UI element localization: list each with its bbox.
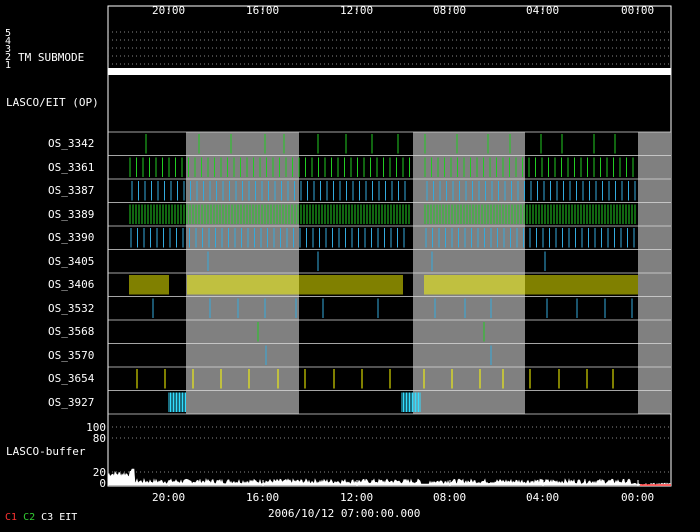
bottom-tick-label: 16:00 [246,491,280,504]
top-tick-label: 00:00 [621,4,655,17]
top-tick-label: 08:00 [433,4,467,17]
bottom-tick-label: 00:00 [621,491,655,504]
os-row-label: OS_3568 [48,325,95,338]
legend-item: C1 [5,512,24,523]
os-row-label: OS_3387 [48,184,95,197]
bottom-tick-label: 04:00 [526,491,560,504]
lasco-eit-label: LASCO/EIT (OP) [6,96,99,109]
os-row-label: OS_3405 [48,254,95,268]
bottom-tick-label: 20:00 [152,491,186,504]
level-label: 1 [5,60,12,71]
level-label: 4 [5,36,12,47]
level-label: 5 [5,28,12,39]
os-row-label: OS_3342 [48,137,95,150]
legend-item: C2 [23,512,42,523]
buffer-trace [107,468,672,486]
legend: C1 C2 C3 EIT [5,512,77,524]
submode-bar [108,68,671,75]
buffer-tick-label: 100 [86,421,106,434]
bottom-tick-label: 08:00 [433,491,467,504]
os-row-label: OS_3390 [48,231,95,244]
date-label: 2006/10/12 07:00:00.000 [268,507,421,520]
os-row-label: OS_3654 [48,372,95,385]
bottom-tick-label: 12:00 [340,491,374,504]
buffer-tick-label: 80 [92,432,106,445]
os-row-label: OS_3927 [48,395,95,409]
lasco-buffer-label: LASCO-buffer [6,445,86,458]
top-tick-label: 20:00 [152,4,186,17]
tm-submode-label: TM SUBMODE [18,51,85,64]
level-label: 3 [5,44,12,55]
buffer-tick-label: 20 [92,466,106,479]
os-row-label: OS_3406 [48,278,95,291]
os-row-label: OS_3389 [48,207,95,221]
os-row-label: OS_3570 [48,348,95,362]
buffer-tick-label: 0 [99,477,106,490]
level-label: 2 [5,52,12,63]
top-tick-label: 16:00 [246,4,280,17]
legend-item: C3 [41,512,60,523]
top-tick-label: 04:00 [526,4,560,17]
os-row-label: OS_3361 [48,160,95,174]
legend-item: EIT [59,512,78,523]
os-row-label: OS_3532 [48,301,95,315]
top-tick-label: 12:00 [340,4,374,17]
